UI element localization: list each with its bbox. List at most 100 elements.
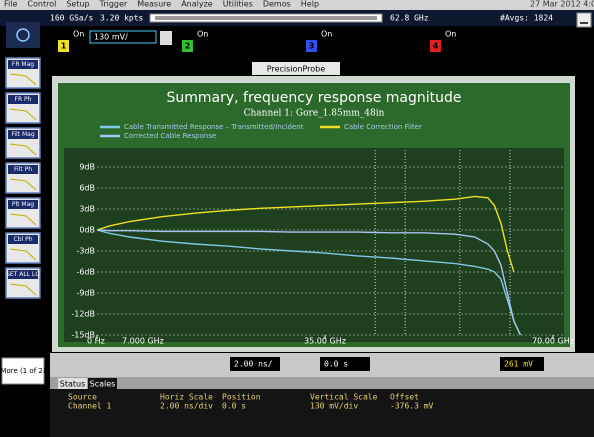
precision-probe-tab[interactable] [252,62,340,75]
tab-bar [50,377,594,389]
table-cell: -376.3 mV [390,402,434,411]
y-tick-label: -6dB [76,268,95,277]
side-button-icon [9,143,37,156]
channel-number: 1 [61,42,67,51]
side-button-label: SET ALL LG [6,271,40,278]
averages: #Avgs: 1824 [500,14,553,23]
legend-label: Cable Correction Filter [344,123,422,131]
channel-scale-box[interactable] [89,30,157,44]
time-scale: 2.00 ns/ [234,360,273,369]
channel-badge[interactable] [182,40,193,52]
table-header: Horiz Scale [160,393,213,402]
more-label: More (1 of 2) [0,367,45,375]
table-header: Vertical Scale [310,393,378,402]
plot-area [64,148,564,342]
side-button-label-bg [8,60,38,69]
delay: 0.0 s [324,360,348,369]
logo-icon [16,28,30,42]
legend-label: Corrected Cable Response [124,132,216,140]
x-tick-label: 70.00 GHz [532,337,574,346]
menu-bar [0,0,594,10]
x-scale-label: 7.000 GHz [122,337,164,346]
channel-number: 3 [309,42,315,51]
scales-table: Source Horiz Scale Position Vertical Scale O… [68,393,434,411]
side-button-label: Filt Ph [14,166,32,173]
chart-subtitle: Channel 1: Gore_1.85mm_48in [244,109,385,119]
menu-item[interactable]: Help [301,0,319,9]
table-cell: 130 mV/div [310,402,358,411]
side-button-icon [9,213,37,226]
side-button-label: FR Ph [15,96,32,103]
table-cell: Channel 1 [68,402,112,411]
side-button-label-bg [8,95,38,104]
scales-panel [50,389,594,437]
channels: 1 On 130 mV/2 On 3 On 4 On [58,30,456,52]
channel-number: 2 [185,42,191,51]
side-button-icon [9,73,37,86]
channel-badge[interactable] [306,40,317,52]
table-header: Position [222,393,261,402]
y-tick-label: -3dB [76,247,95,256]
y-tick-label: -12dB [71,310,95,319]
bandwidth: 62.8 GHz [390,14,429,23]
table-cell: 2.00 ns/div [160,402,213,411]
date: 27 Mar 2012 4:05 PM [530,0,594,9]
side-button-label: Filt Mag [11,131,34,138]
channel-state: On [321,30,332,39]
legend-label: Cable Transmitted Response – Transmitted… [124,123,304,131]
sample-rate: 160 GSa/s [50,14,94,23]
tab[interactable] [58,378,87,389]
y-tick-label: -9dB [76,289,95,298]
tab-label: Scales [90,380,116,389]
menu-item[interactable]: Control [27,0,56,9]
minimize-button[interactable] [576,12,592,28]
y-tick-label: 0dB [79,226,95,235]
menu-item[interactable]: Utilities [223,0,253,9]
tab-label: PrecisionProbe [267,65,325,74]
time-scale-box[interactable] [230,357,280,371]
spin-button[interactable] [160,31,172,45]
tabs: Status Scales [58,378,117,389]
side-button-label-bg [8,130,38,139]
trigger-box[interactable] [500,357,544,371]
menu-item[interactable]: Demos [263,0,291,9]
side-button-label: FR Mag [12,61,34,68]
menu-item[interactable]: Setup [66,0,89,9]
series-line [96,229,522,336]
side-button-icon [9,283,37,296]
channel-number: 4 [433,42,439,51]
more-button[interactable] [1,357,45,385]
series-line [96,195,515,273]
side-buttons: FR Mag FR Ph Filt Mag Filt Ph Plt Mag Cbl Ph S… [5,57,41,299]
y-tick-label: 3dB [79,205,95,214]
channel-state: On [197,30,208,39]
x-tick-label: 0 Hz [87,337,105,346]
menu-item[interactable]: Analyze [181,0,213,9]
side-button-icon [9,248,37,261]
tab[interactable] [88,378,117,389]
side-button-label: Cbl Ph [14,236,33,243]
trigger-level: 261 mV [504,360,533,369]
delay-box[interactable] [320,357,370,371]
channel-state: On [73,30,84,39]
y-tick-label: -15dB [71,331,95,340]
menu: File Control Setup Trigger Measure Analyze Uti… [4,0,319,9]
channel-state: On [445,30,456,39]
x-tick-label: 35.00 GHz [304,337,346,346]
tab-label: Status [60,380,86,389]
y-tick-label: 9dB [79,163,95,172]
menu-item[interactable]: Measure [137,0,171,9]
menu-item[interactable]: Trigger [99,0,128,9]
menu-item[interactable]: File [4,0,17,9]
side-button-label: Plt Mag [12,201,34,208]
waveform-strip-fill [155,16,377,20]
side-button-label-bg [8,270,38,279]
side-button-label-bg [8,200,38,209]
channel-badge[interactable] [58,40,69,52]
chart-title: Summary, frequency response magnitude [167,90,462,106]
channel-badge[interactable] [430,40,441,52]
series-line [96,229,522,336]
table-header: Offset [390,393,419,402]
table-cell: 0.0 s [222,402,246,411]
